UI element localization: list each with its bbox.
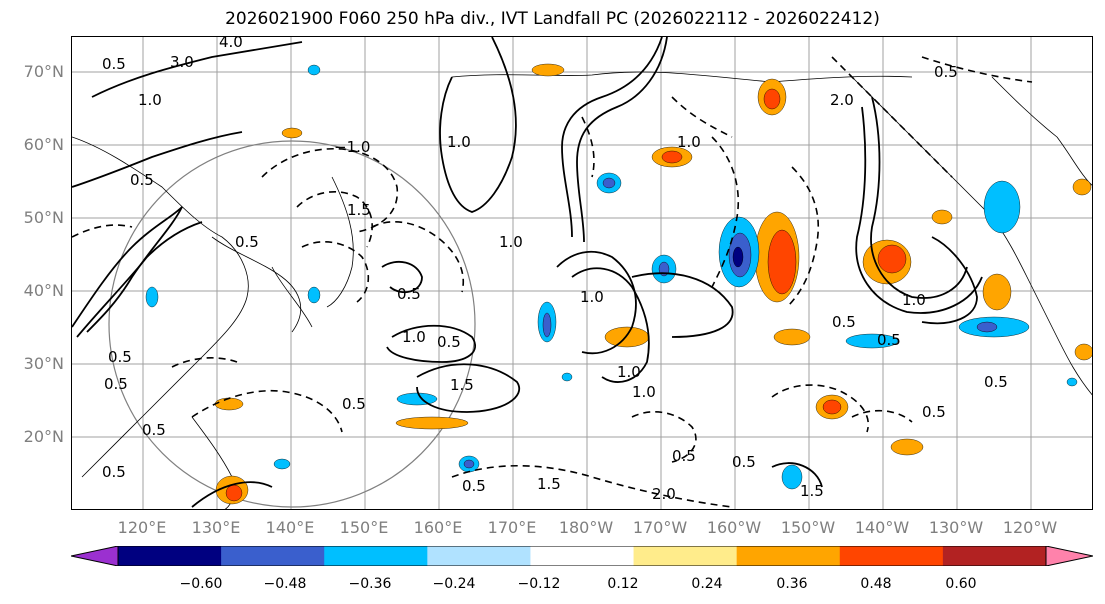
- contour-label: 1.0: [617, 363, 641, 381]
- contour-label: 1.0: [902, 291, 926, 309]
- lat-label-60n: 60°N: [23, 135, 64, 154]
- colorbar-extend-low: [71, 546, 118, 566]
- contour-label: 2.0: [652, 485, 676, 503]
- contour-label: 0.5: [934, 63, 958, 81]
- colorbar-segment: [736, 546, 841, 566]
- colorbar-segment: [427, 546, 531, 566]
- contour-label: 0.5: [437, 333, 461, 351]
- contour-label: 0.5: [462, 477, 486, 495]
- contour-label: 0.5: [102, 55, 126, 73]
- contour-label: 1.5: [450, 376, 474, 394]
- colorbar-segment: [633, 546, 738, 566]
- colorbar-tick: −0.36: [348, 576, 392, 592]
- lon-label-160e: 160°E: [413, 518, 463, 537]
- colorbar: [71, 546, 1093, 566]
- contour-label: 1.0: [138, 91, 162, 109]
- lat-label-40n: 40°N: [23, 281, 64, 300]
- lon-label-160w: 160°W: [706, 518, 762, 537]
- contour-label: 0.5: [342, 395, 366, 413]
- colorbar-segments: [71, 546, 1093, 566]
- contour-label: 1.0: [447, 133, 471, 151]
- graticule: [72, 37, 1092, 509]
- contour-label: 1.0: [677, 133, 701, 151]
- colorbar-tick: −0.60: [179, 576, 223, 592]
- colorbar-tick: −0.48: [263, 576, 307, 592]
- contours-positive: [72, 37, 983, 508]
- contour-label: 0.5: [108, 348, 132, 366]
- contour-label: 3.0: [170, 53, 194, 71]
- contour-label: 1.0: [580, 288, 604, 306]
- map-title: 2026021900 F060 250 hPa div., IVT Landfa…: [225, 9, 880, 29]
- contour-label: 0.5: [142, 421, 166, 439]
- lat-label-50n: 50°N: [23, 208, 64, 227]
- contour-label: 1.5: [537, 475, 561, 493]
- contour-label: 0.5: [104, 375, 128, 393]
- contour-label: 0.5: [397, 285, 421, 303]
- contour-label: 1.0: [499, 233, 523, 251]
- lat-label-20n: 20°N: [23, 427, 64, 446]
- colorbar-extend-high: [1046, 546, 1093, 566]
- map-panel[interactable]: 4.0 3.0 0.5 1.0 −1.0 0.5 1.5 0.5 1.0 0.5…: [71, 36, 1093, 510]
- colorbar-tick: −0.12: [517, 576, 561, 592]
- contour-label: 0.5: [235, 233, 259, 251]
- lon-label-140e: 140°E: [265, 518, 315, 537]
- colorbar-segment: [942, 546, 1047, 566]
- colorbar-tick: 0.36: [776, 576, 808, 592]
- map-canvas: 4.0 3.0 0.5 1.0 −1.0 0.5 1.5 0.5 1.0 0.5…: [72, 37, 1092, 509]
- positive-shading: [214, 63, 1092, 505]
- contour-label: 0.5: [732, 453, 756, 471]
- lon-label-180w: 180°W: [558, 518, 614, 537]
- lon-label-120w: 120°W: [1002, 518, 1058, 537]
- lon-label-150e: 150°E: [339, 518, 389, 537]
- lon-label-140w: 140°W: [854, 518, 910, 537]
- lon-label-130e: 130°E: [191, 518, 241, 537]
- contour-label: 0.5: [984, 373, 1008, 391]
- contour-label: 2.0: [830, 91, 854, 109]
- colorbar-tick: 0.60: [945, 576, 977, 592]
- contours-negative: [72, 56, 1033, 508]
- colorbar-segment: [839, 546, 944, 566]
- contour-label: 0.5: [922, 403, 946, 421]
- colorbar-tick: 0.24: [691, 576, 723, 592]
- contour-label: 0.5: [130, 171, 154, 189]
- colorbar-segment: [221, 546, 325, 566]
- lon-label-170w: 170°W: [632, 518, 688, 537]
- region-circle: [108, 140, 476, 508]
- colorbar-tick: −0.24: [432, 576, 476, 592]
- colorbar-segment: [118, 546, 222, 566]
- lat-label-30n: 30°N: [23, 354, 64, 373]
- lon-label-130w: 130°W: [928, 518, 984, 537]
- colorbar-tick: 0.48: [860, 576, 892, 592]
- lon-label-150w: 150°W: [780, 518, 836, 537]
- negative-shading: [145, 64, 1078, 490]
- contour-label: 1.0: [402, 328, 426, 346]
- contour-label: 1.0: [632, 383, 656, 401]
- lon-label-170e: 170°E: [487, 518, 537, 537]
- contour-label: 0.5: [832, 313, 856, 331]
- colorbar-segment: [324, 546, 428, 566]
- contour-label: 1.5: [347, 201, 371, 219]
- colorbar-tick: 0.12: [607, 576, 639, 592]
- colorbar-segment: [530, 546, 635, 566]
- contour-labels: 4.0 3.0 0.5 1.0 −1.0 0.5 1.5 0.5 1.0 0.5…: [102, 37, 1008, 503]
- lat-label-70n: 70°N: [23, 62, 64, 81]
- contour-label: 1.5: [800, 482, 824, 500]
- contour-label: 0.5: [877, 331, 901, 349]
- contour-label: 0.5: [672, 447, 696, 465]
- contour-label: −1.0: [334, 138, 370, 156]
- contour-label: 0.5: [102, 463, 126, 481]
- lon-label-120e: 120°E: [117, 518, 167, 537]
- contour-label: 4.0: [219, 37, 243, 51]
